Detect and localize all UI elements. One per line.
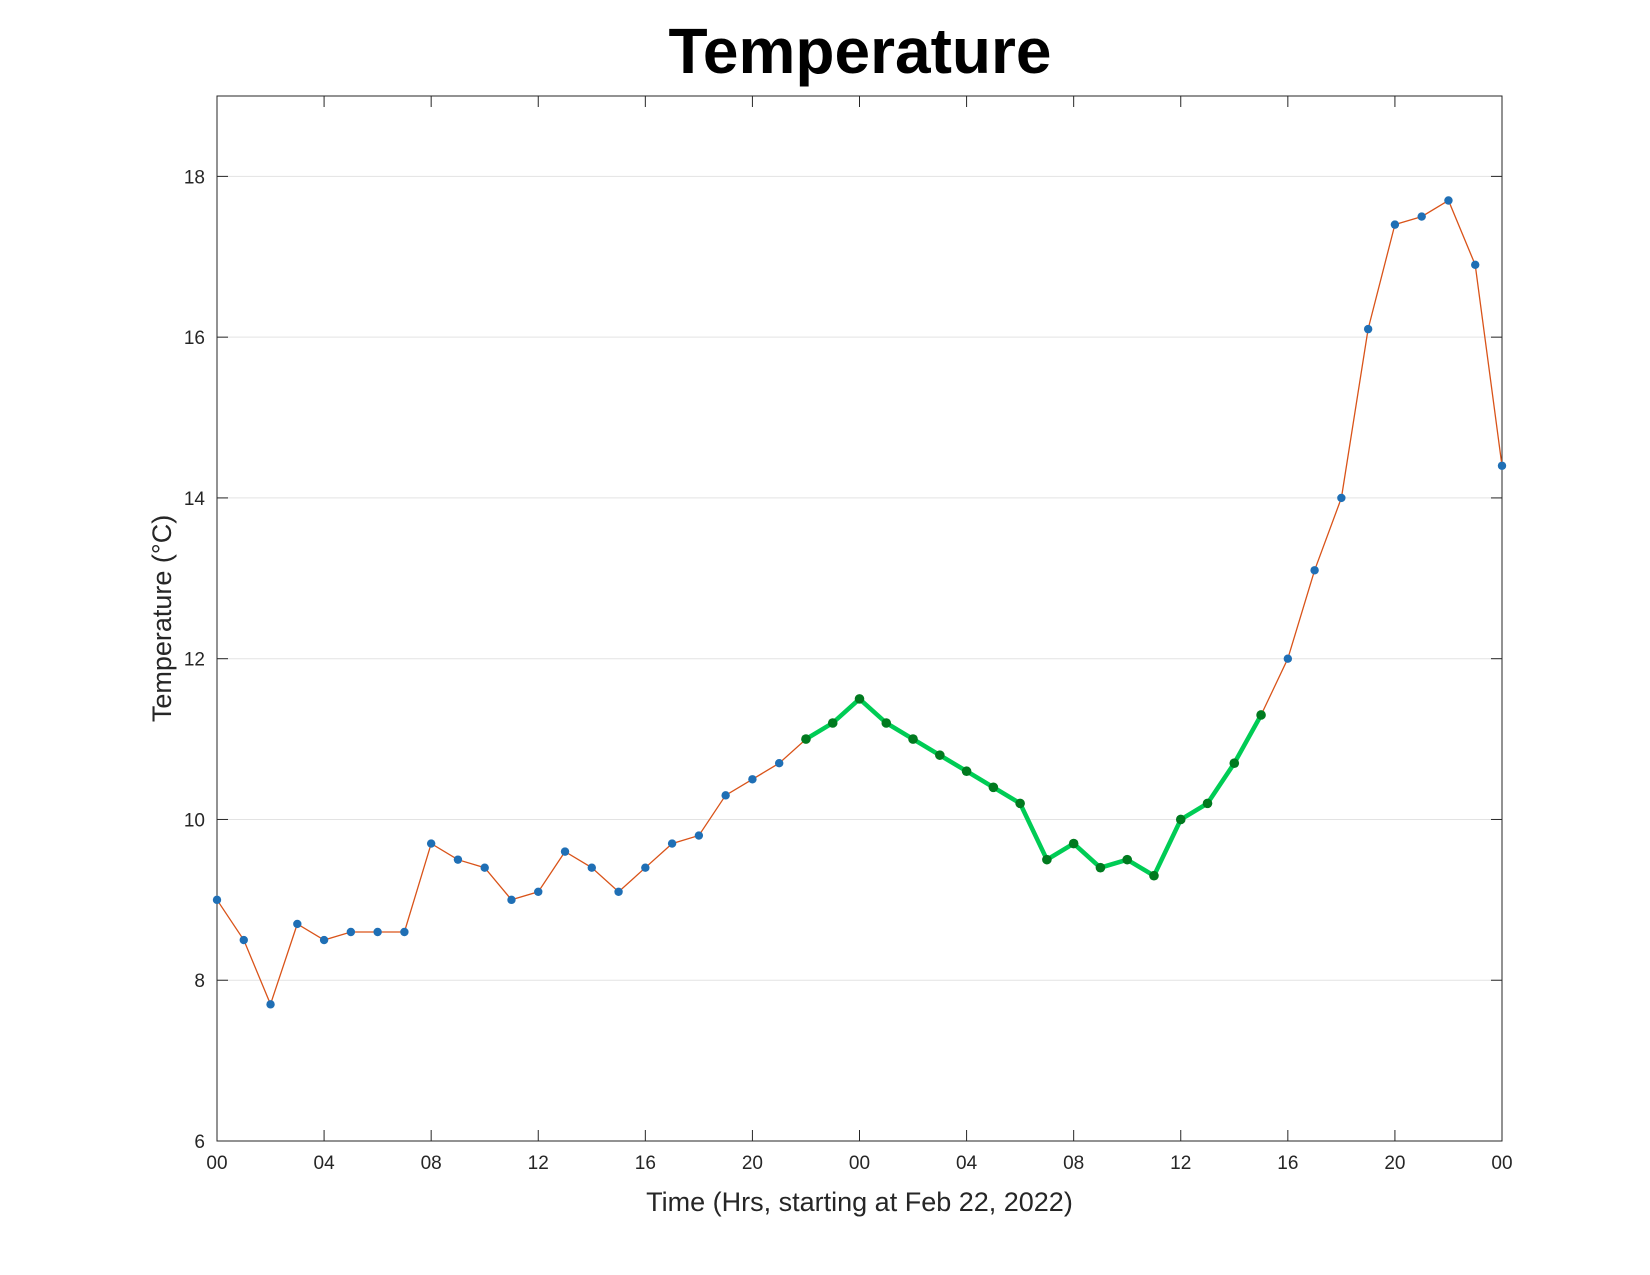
highlight-series-point — [1175, 814, 1186, 825]
highlight-series-point — [1229, 758, 1240, 768]
y-tick-label: 6 — [194, 1132, 205, 1153]
main-series-point — [1310, 566, 1319, 575]
main-series-point — [1417, 212, 1426, 221]
highlight-series-point — [988, 782, 999, 793]
main-series-point — [1390, 220, 1400, 229]
main-series-point — [667, 839, 677, 848]
x-tick-label: 16 — [635, 1153, 656, 1174]
x-tick-label: 04 — [956, 1153, 978, 1174]
highlight-series-point — [908, 734, 918, 744]
highlight-series-point — [1122, 854, 1133, 865]
main-series-point — [373, 927, 382, 937]
y-tick-label: 10 — [184, 810, 205, 831]
main-series-point — [614, 887, 623, 897]
x-tick-label: 00 — [206, 1153, 227, 1174]
grid-lines — [217, 175, 1502, 981]
main-series-point — [560, 847, 570, 856]
x-tick-label: 12 — [1170, 1153, 1191, 1174]
main-series-point — [1444, 196, 1453, 205]
x-axis-label: Time (Hrs, starting at Feb 22, 2022) — [646, 1187, 1073, 1217]
y-tick-label: 8 — [194, 971, 205, 992]
x-tick-label: 08 — [1063, 1153, 1084, 1174]
highlight-series-point — [1042, 854, 1052, 865]
x-tick-label: 12 — [528, 1153, 549, 1174]
main-series-point — [507, 895, 516, 905]
main-series-point — [534, 887, 543, 897]
main-series-point — [1337, 493, 1346, 503]
highlight-series-point — [881, 718, 892, 728]
chart-title: Temperature — [668, 15, 1052, 87]
x-tick-label: 08 — [421, 1153, 442, 1174]
highlight-series-point — [801, 734, 811, 744]
main-series-point — [748, 775, 757, 784]
series-layer — [212, 196, 1507, 1009]
main-series-point — [239, 935, 248, 945]
main-series-point — [293, 919, 302, 929]
highlight-series-line — [804, 696, 1264, 878]
highlight-series-point — [827, 718, 838, 728]
x-tick-label: 04 — [314, 1153, 336, 1174]
main-series-point — [1363, 324, 1373, 334]
main-series-point — [774, 758, 784, 768]
y-tick-label: 14 — [184, 489, 206, 510]
main-series-point — [480, 863, 489, 872]
highlight-series-point — [1202, 798, 1213, 809]
main-series-point — [266, 1000, 275, 1009]
x-tick-label: 20 — [1384, 1153, 1405, 1174]
highlight-series-point — [1149, 870, 1159, 881]
highlight-series-point — [1095, 862, 1106, 873]
y-tick-label: 18 — [184, 167, 205, 188]
x-tick-label: 00 — [1491, 1153, 1512, 1174]
highlight-series-point — [854, 694, 865, 704]
main-series-point — [1471, 260, 1480, 270]
x-tick-label: 16 — [1277, 1153, 1298, 1174]
plot-area — [216, 95, 1503, 1142]
main-series-point — [694, 831, 704, 840]
main-series-point — [641, 863, 650, 872]
highlight-series-point — [961, 766, 972, 777]
y-axis-label: Temperature (°C) — [147, 515, 177, 722]
x-tick-label: 20 — [742, 1153, 763, 1174]
main-series-point — [400, 927, 409, 937]
main-series-point — [453, 855, 463, 864]
y-tick-label: 12 — [184, 650, 205, 671]
highlight-series-point — [1068, 838, 1079, 849]
main-series-point — [346, 927, 356, 937]
main-series-point — [1497, 461, 1507, 470]
main-series-point — [212, 895, 222, 905]
main-series-point — [1283, 654, 1293, 663]
main-series-point — [587, 863, 596, 872]
x-tick-label: 00 — [849, 1153, 870, 1174]
main-series-point — [319, 935, 329, 945]
highlight-series-point — [1015, 798, 1025, 809]
main-series-point — [721, 791, 730, 800]
axis-ticks: 6 8 10 12 14 16 18 00 04 08 12 16 20 00 04 08 12 16 20 00 — [184, 96, 1513, 1174]
y-tick-label: 16 — [184, 328, 205, 349]
main-series-line — [216, 199, 1503, 1007]
highlight-series-point — [1256, 710, 1266, 720]
highlight-series-point — [935, 750, 945, 760]
main-series-point — [426, 839, 436, 848]
